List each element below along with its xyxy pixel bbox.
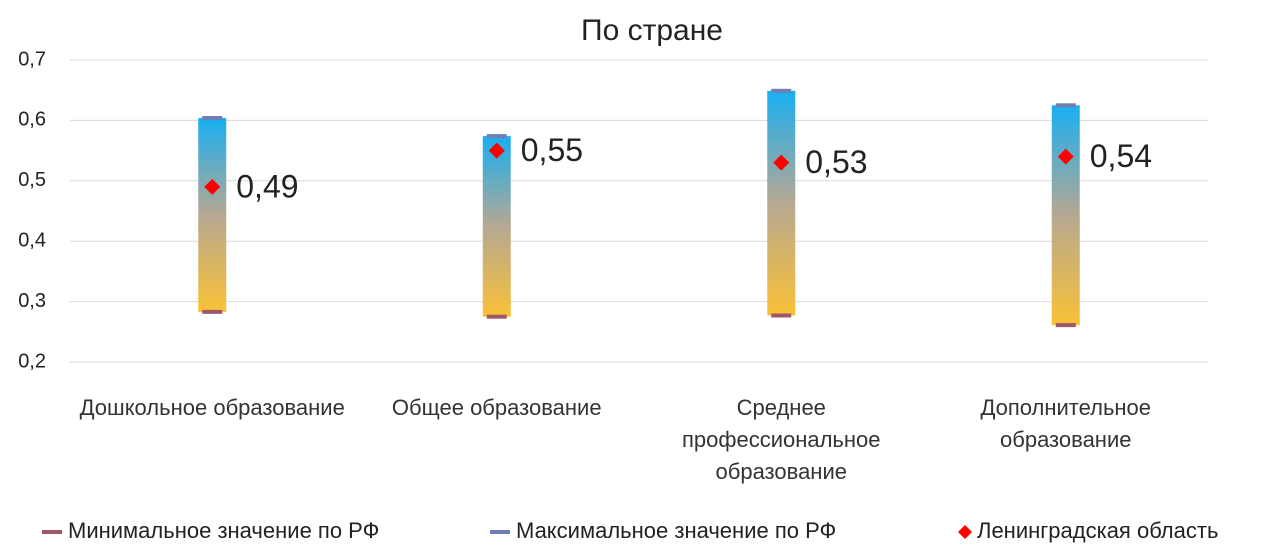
max-marker [202, 115, 223, 120]
x-tick-label: Дошкольное образование [79, 395, 345, 420]
y-tick-label: 0,6 [18, 109, 46, 131]
data-label: 0,49 [236, 168, 298, 204]
min-marker [771, 313, 792, 318]
point-marker [488, 142, 505, 159]
data-label: 0,55 [521, 132, 583, 168]
chart-title: По стране [581, 14, 723, 47]
min-marker [202, 309, 223, 314]
max-marker [1055, 103, 1076, 108]
y-tick-label: 0,2 [18, 350, 46, 372]
min-marker [486, 314, 507, 319]
y-tick-label: 0,5 [18, 169, 46, 191]
min-marker [1055, 323, 1076, 328]
y-tick-label: 0,3 [18, 290, 46, 312]
legend-swatch [490, 530, 510, 534]
data-label: 0,53 [805, 144, 867, 180]
legend-label: Максимальное значение по РФ [516, 518, 836, 543]
data-label: 0,54 [1090, 138, 1152, 174]
point-marker [1057, 148, 1074, 165]
x-tick-label: Дополнительное образование [980, 395, 1152, 452]
point-marker [204, 178, 221, 195]
point-marker [773, 154, 790, 171]
range-bar [1051, 105, 1080, 326]
range-bar [767, 90, 796, 316]
y-tick-label: 0,4 [18, 229, 46, 251]
range-bar [482, 136, 511, 317]
range-bar [198, 117, 227, 312]
x-tick-label: Общее образование [391, 395, 602, 420]
max-marker [486, 134, 507, 139]
y-tick-label: 0,7 [18, 48, 46, 70]
legend-label: Ленинградская область [977, 518, 1218, 543]
legend-label: Минимальное значение по РФ [68, 518, 379, 543]
max-marker [771, 88, 792, 93]
x-tick-label: Среднее профессиональное образование [681, 395, 881, 484]
legend-swatch [42, 530, 62, 534]
legend-swatch [958, 525, 972, 539]
